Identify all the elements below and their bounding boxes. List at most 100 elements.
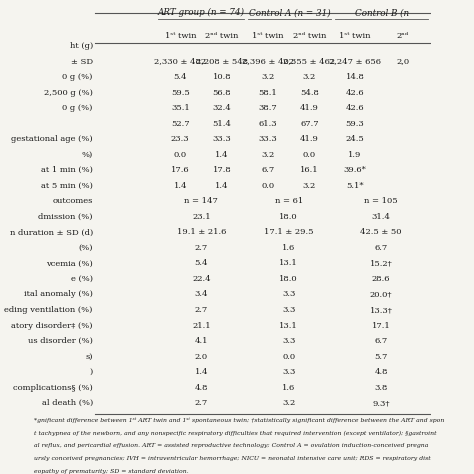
Text: 5.4: 5.4 [173,73,187,81]
Text: 5.4: 5.4 [195,259,208,267]
Text: n = 61: n = 61 [274,197,303,205]
Text: 1.6: 1.6 [282,383,295,392]
Text: 41.9: 41.9 [300,104,319,112]
Text: 0.0: 0.0 [174,151,187,159]
Text: 17.1: 17.1 [372,321,390,329]
Text: dmission (%): dmission (%) [38,213,93,221]
Text: 1.6: 1.6 [282,244,295,252]
Text: 58.1: 58.1 [258,89,277,97]
Text: 23.1: 23.1 [192,213,210,221]
Text: 20.0†: 20.0† [370,291,392,299]
Text: 1.4: 1.4 [195,368,208,376]
Text: 33.3: 33.3 [213,135,231,143]
Text: 51.4: 51.4 [212,120,231,128]
Text: at 1 min (%): at 1 min (%) [41,166,93,174]
Text: 13.3†: 13.3† [370,306,392,314]
Text: 42.6: 42.6 [346,89,365,97]
Text: 2ⁿᵈ twin: 2ⁿᵈ twin [293,32,326,40]
Text: e (%): e (%) [71,275,93,283]
Text: atory disorder‡ (%): atory disorder‡ (%) [11,321,93,329]
Text: complications§ (%): complications§ (%) [13,383,93,392]
Text: 6.7: 6.7 [374,244,388,252]
Text: 31.4: 31.4 [372,213,391,221]
Text: 0 g (%): 0 g (%) [63,73,93,81]
Text: 3.2: 3.2 [261,151,274,159]
Text: *gnificant difference between 1ˢᵗ ART twin and 1ˢᵗ spontaneous twin; †statistica: *gnificant difference between 1ˢᵗ ART tw… [34,418,444,423]
Text: 1.4: 1.4 [173,182,187,190]
Text: 35.1: 35.1 [171,104,190,112]
Text: 39.6*: 39.6* [344,166,366,174]
Text: at 5 min (%): at 5 min (%) [41,182,93,190]
Text: vcemia (%): vcemia (%) [46,259,93,267]
Text: 2,500 g (%): 2,500 g (%) [44,89,93,97]
Text: 33.3: 33.3 [258,135,277,143]
Text: 1ˢᵗ twin: 1ˢᵗ twin [252,32,283,40]
Text: 38.7: 38.7 [258,104,277,112]
Text: 28.6: 28.6 [372,275,390,283]
Text: 2,0: 2,0 [396,58,410,65]
Text: 56.8: 56.8 [213,89,231,97]
Text: ital anomaly (%): ital anomaly (%) [24,291,93,299]
Text: 3.2: 3.2 [303,73,316,81]
Text: 14.8: 14.8 [346,73,365,81]
Text: 59.5: 59.5 [171,89,190,97]
Text: 2.7: 2.7 [195,244,208,252]
Text: s): s) [85,353,93,361]
Text: 6.7: 6.7 [261,166,274,174]
Text: 23.3: 23.3 [171,135,190,143]
Text: 1ˢᵗ twin: 1ˢᵗ twin [164,32,196,40]
Text: 13.1: 13.1 [279,321,298,329]
Text: 1.9: 1.9 [348,151,362,159]
Text: 3.3: 3.3 [282,306,295,314]
Text: %): %) [82,151,93,159]
Text: (%): (%) [78,244,93,252]
Text: 17.8: 17.8 [213,166,231,174]
Text: 6.7: 6.7 [374,337,388,345]
Text: 16.1: 16.1 [300,166,319,174]
Text: 19.1 ± 21.6: 19.1 ± 21.6 [177,228,226,237]
Text: 4.8: 4.8 [195,383,208,392]
Text: 5.7: 5.7 [374,353,388,361]
Text: ht (g): ht (g) [70,42,93,50]
Text: 17.1 ± 29.5: 17.1 ± 29.5 [264,228,313,237]
Text: al reflux, and pericardial effusion. ART = assisted reproductive technology; Con: al reflux, and pericardial effusion. ART… [34,443,428,448]
Text: 2.7: 2.7 [195,399,208,407]
Text: ± SD: ± SD [71,58,93,65]
Text: 3.4: 3.4 [195,291,208,299]
Text: 42.6: 42.6 [346,104,365,112]
Text: 3.2: 3.2 [261,73,274,81]
Text: 22.4: 22.4 [192,275,210,283]
Text: ursly conceived pregnancies; IVH = intraventricular hemorrhage; NICU = neonatal : ursly conceived pregnancies; IVH = intra… [34,456,430,461]
Text: 0.0: 0.0 [261,182,274,190]
Text: 3.2: 3.2 [303,182,316,190]
Text: 24.5: 24.5 [346,135,365,143]
Text: 3.3: 3.3 [282,337,295,345]
Text: n duration ± SD (d): n duration ± SD (d) [9,228,93,237]
Text: gestational age (%): gestational age (%) [11,135,93,143]
Text: 17.6: 17.6 [171,166,190,174]
Text: Control B (n: Control B (n [355,9,409,18]
Text: eopathy of prematurity; SD = standard deviation.: eopathy of prematurity; SD = standard de… [34,469,189,474]
Text: eding ventilation (%): eding ventilation (%) [4,306,93,314]
Text: al death (%): al death (%) [42,399,93,407]
Text: 15.2†: 15.2† [370,259,392,267]
Text: ART group (n = 74): ART group (n = 74) [158,8,245,18]
Text: 2,208 ± 548: 2,208 ± 548 [196,58,248,65]
Text: 9.3†: 9.3† [372,399,390,407]
Text: 1.4: 1.4 [215,151,229,159]
Text: 42.5 ± 50: 42.5 ± 50 [360,228,401,237]
Text: 2ⁿᵈ: 2ⁿᵈ [397,32,409,40]
Text: 4.1: 4.1 [195,337,208,345]
Text: 3.8: 3.8 [374,383,388,392]
Text: 13.1: 13.1 [279,259,298,267]
Text: 0 g (%): 0 g (%) [63,104,93,112]
Text: 1ˢᵗ twin: 1ˢᵗ twin [339,32,371,40]
Text: 2,355 ± 462: 2,355 ± 462 [283,58,336,65]
Text: ): ) [90,368,93,376]
Text: n = 105: n = 105 [364,197,398,205]
Text: 54.8: 54.8 [300,89,319,97]
Text: 3.2: 3.2 [282,399,295,407]
Text: 21.1: 21.1 [192,321,210,329]
Text: 18.0: 18.0 [280,275,298,283]
Text: 4.8: 4.8 [374,368,388,376]
